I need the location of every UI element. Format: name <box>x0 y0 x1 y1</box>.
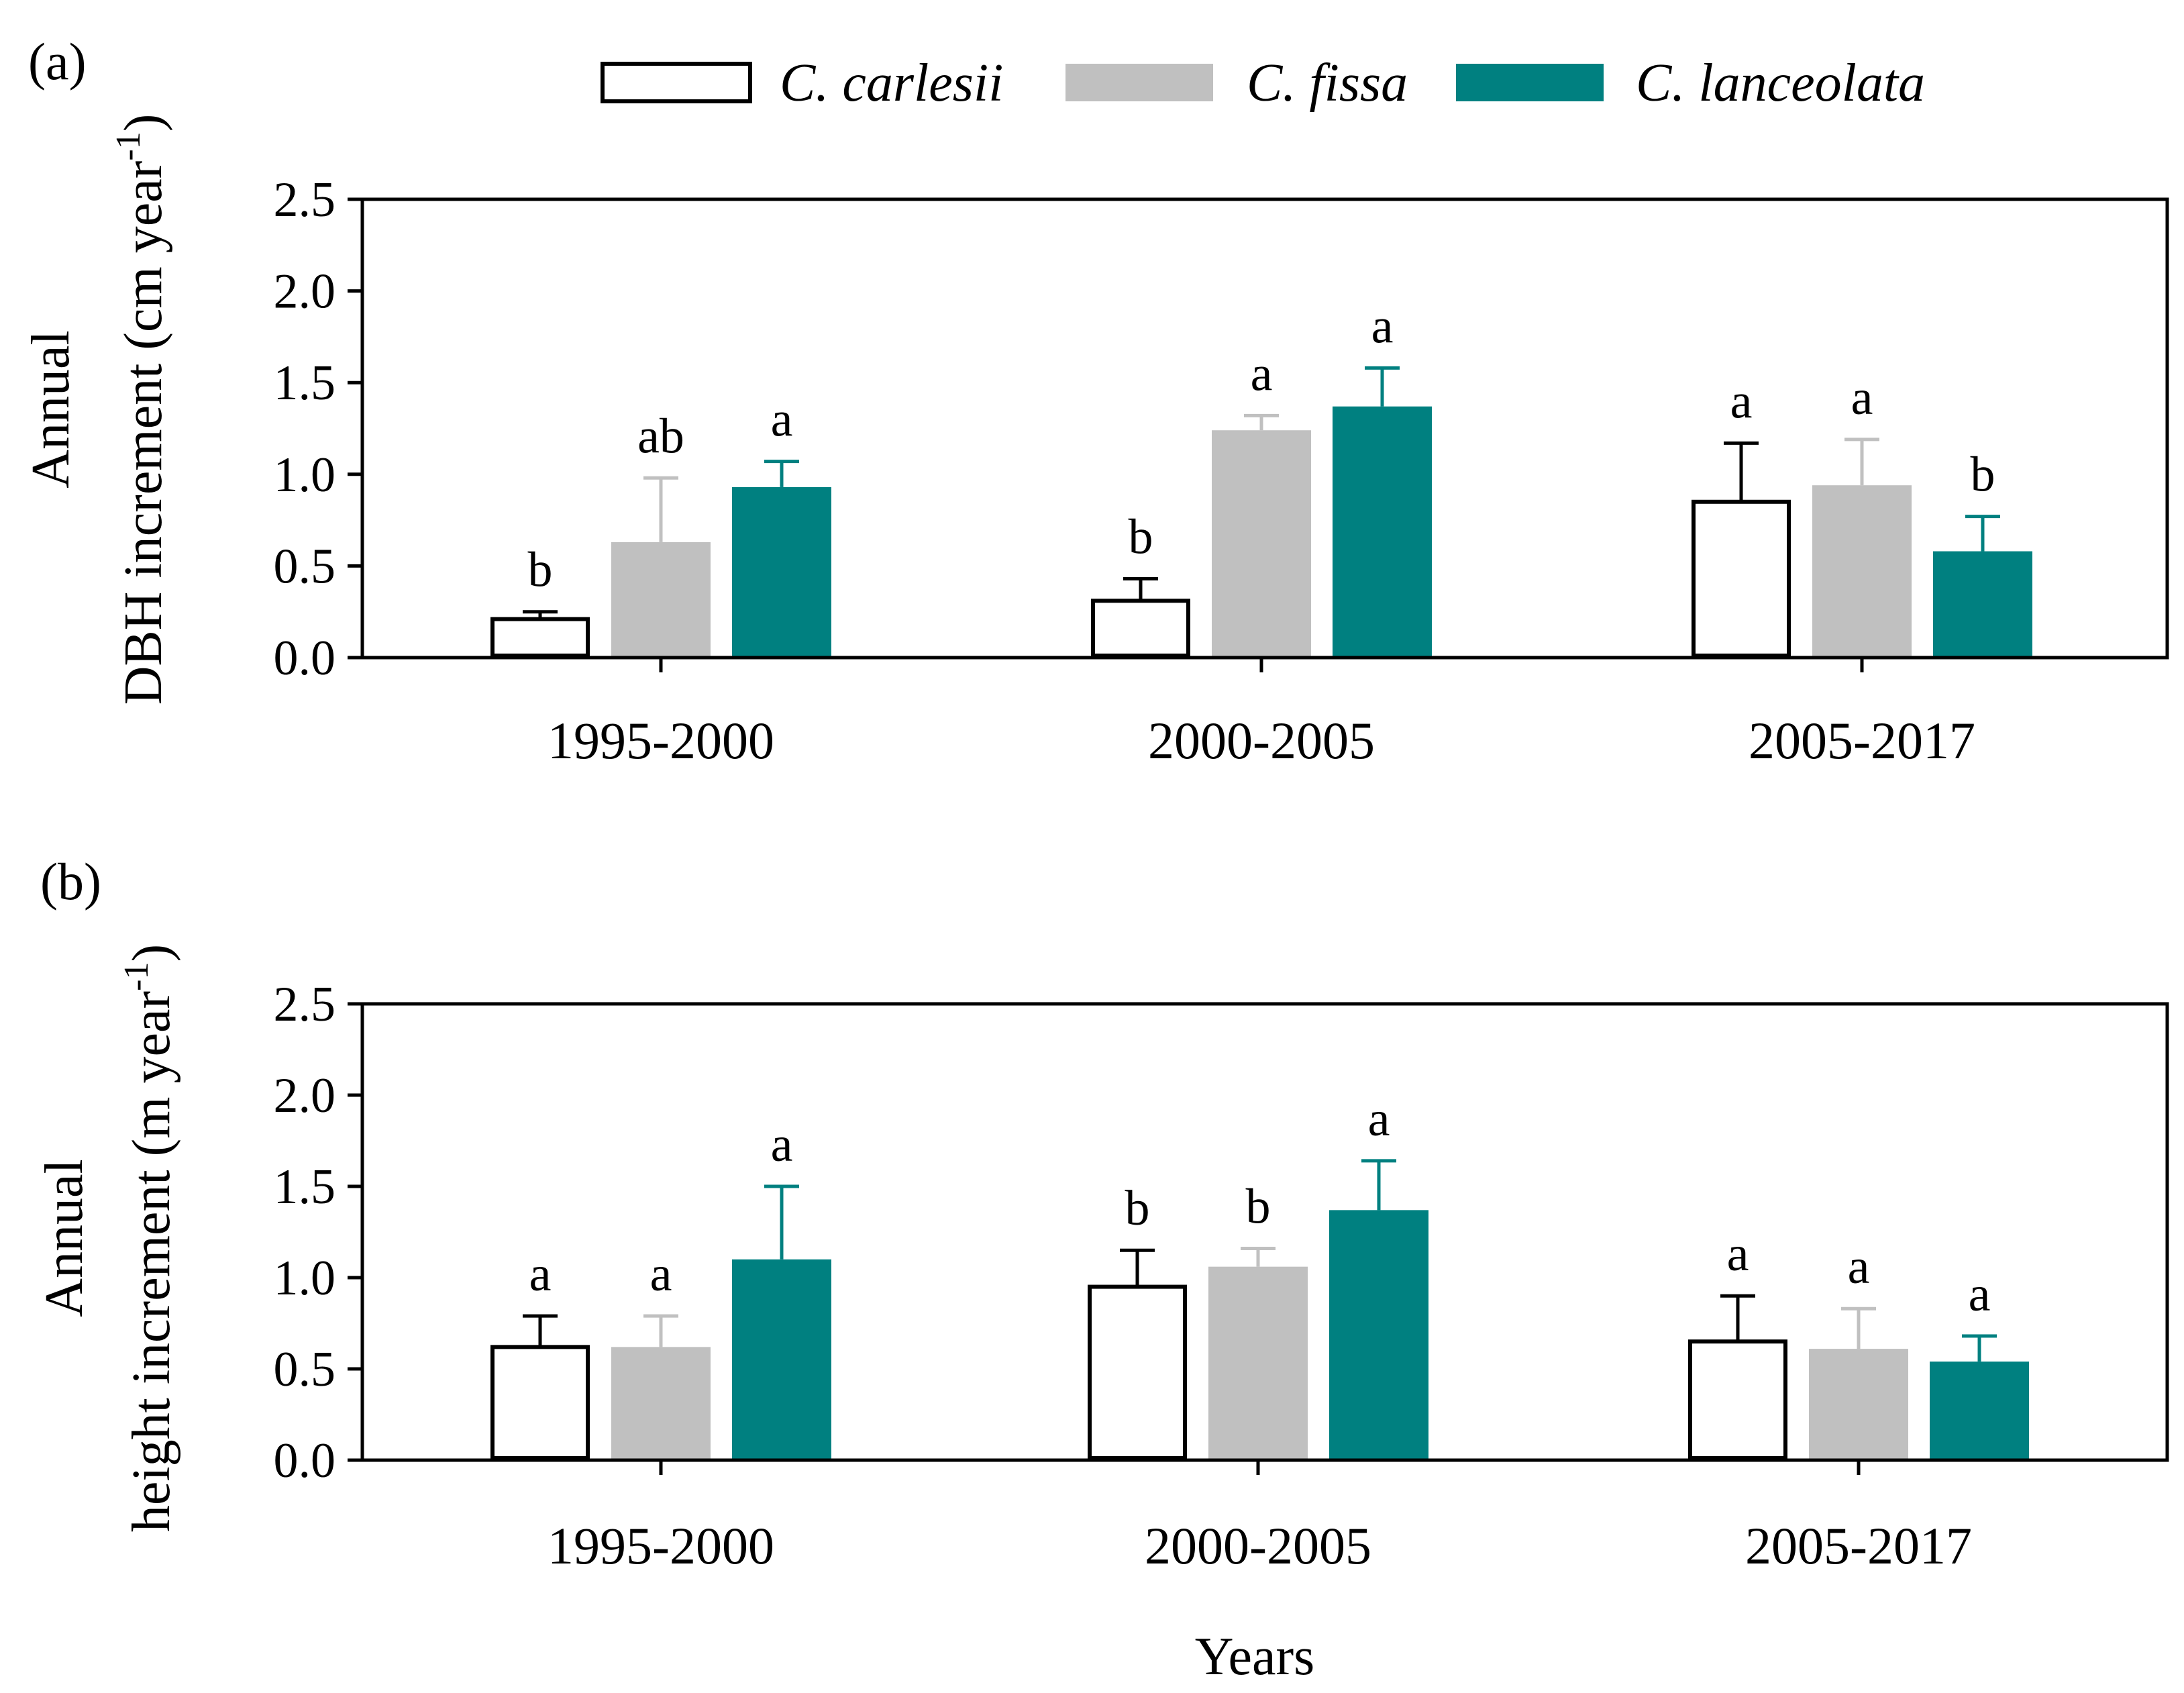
panel-b-y-axis-title-line1: Annual <box>35 1159 94 1317</box>
panel-b-sig-letter-c-lanceolata: a <box>1969 1267 1991 1322</box>
panel-b-x-labels: 1995-2000 2000-2005 2005-2017 <box>548 1460 1972 1575</box>
panel-a-sig-letter-c-fissa: ab <box>637 409 684 464</box>
panel-a-bar-c-carlesii <box>1692 499 1791 658</box>
panel-a-sig-letter-c-lanceolata: a <box>1371 299 1394 354</box>
panel-b-y-ticks: 0.0 0.5 1.0 1.5 2.0 2.5 <box>274 977 362 1488</box>
panel-a-y-tick-label: 2.0 <box>274 264 336 319</box>
panel-a-sig-letter-c-carlesii: a <box>1730 374 1753 429</box>
panel-a-bar-c-lanceolata <box>1333 406 1432 658</box>
panel-b-sig-letter-c-carlesii: a <box>529 1247 552 1302</box>
panel-b-y-tick-label: 2.0 <box>274 1068 336 1123</box>
panel-a-y-tick-label: 2.5 <box>274 172 336 227</box>
legend: C. carlesii C. fissa C. lanceolata <box>601 54 1925 113</box>
panel-a-x-tick-label: 1995-2000 <box>548 711 774 770</box>
panel-a-y-axis-title-2: DBH increment (cm year-1) <box>109 114 173 705</box>
panel-b-plot-frame <box>360 1002 2169 1462</box>
legend-swatch-c-fissa <box>1065 64 1213 101</box>
panel-b-bar-c-lanceolata <box>732 1259 831 1460</box>
panel-b-sig-letter-c-fissa: a <box>650 1247 672 1302</box>
panel-a-sig-letter-c-fissa: a <box>1851 370 1873 425</box>
panel-b-x-tick-label: 2005-2017 <box>1745 1517 1972 1575</box>
panel-a: (a) Annual DBH increment (cm year-1) 0.0… <box>21 32 2169 770</box>
panel-b-bar-c-fissa <box>1208 1266 1308 1460</box>
panel-b-sig-letter-c-fissa: b <box>1246 1179 1271 1234</box>
panel-b-sig-letter-c-lanceolata: a <box>1368 1092 1390 1147</box>
panel-a-y-tick-label: 1.0 <box>274 448 336 503</box>
panel-a-y-tick-label: 0.0 <box>274 631 336 686</box>
panel-b-sig-letter-c-fissa: a <box>1848 1239 1870 1294</box>
panel-a-bar-c-fissa <box>1212 430 1311 658</box>
panel-a-bar-c-lanceolata <box>1933 551 2032 658</box>
panel-b-y-axis-title: Annual <box>35 1159 94 1317</box>
legend-swatch-c-lanceolata <box>1456 64 1604 101</box>
panel-b: (b) Annual height increment (m year-1) 0… <box>35 852 2169 1686</box>
legend-label-c-lanceolata: C. lanceolata <box>1636 54 1925 113</box>
panel-b-bar-c-lanceolata <box>1930 1362 2029 1460</box>
panel-b-y-tick-label: 0.0 <box>274 1433 336 1488</box>
panel-a-bar-c-carlesii <box>1091 599 1190 658</box>
panel-b-y-tick-label: 0.5 <box>274 1342 336 1397</box>
panel-b-label: (b) <box>40 852 101 911</box>
panel-b-x-tick-label: 1995-2000 <box>548 1517 774 1575</box>
panel-a-plot-frame <box>360 197 2169 660</box>
panel-b-x-axis-title: Years <box>1195 1627 1315 1686</box>
panel-b-y-tick-label: 1.0 <box>274 1251 336 1306</box>
panel-a-y-tick-label: 1.5 <box>274 356 336 411</box>
panel-b-sig-letter-c-carlesii: a <box>1727 1227 1749 1282</box>
panel-a-sig-letter-c-carlesii: b <box>1129 510 1153 565</box>
panel-a-sig-letter-c-fissa: a <box>1251 346 1273 401</box>
panel-a-bar-c-fissa <box>1812 485 1912 658</box>
panel-a-sig-letter-c-lanceolata: b <box>1971 448 1995 503</box>
panel-a-y-axis-title-line2: DBH increment (cm year-1) <box>109 114 173 705</box>
panel-b-bar-c-carlesii <box>1088 1284 1187 1460</box>
panel-a-label: (a) <box>28 32 87 91</box>
panel-b-x-tick-label: 2000-2005 <box>1145 1517 1371 1575</box>
panel-a-y-ticks: 0.0 0.5 1.0 1.5 2.0 2.5 <box>274 172 362 686</box>
panel-b-bars: a b a a b a a a a <box>490 1092 2029 1460</box>
legend-label-c-fissa: C. fissa <box>1247 54 1408 113</box>
panel-b-bar-c-lanceolata <box>1329 1210 1428 1460</box>
panel-a-sig-letter-c-carlesii: b <box>528 543 553 598</box>
legend-swatch-c-carlesii <box>601 62 752 103</box>
panel-a-y-axis-title: Annual <box>21 330 81 489</box>
panel-a-x-labels: 1995-2000 2000-2005 2005-2017 <box>548 658 1975 770</box>
panel-a-bar-c-lanceolata <box>732 486 831 658</box>
panel-b-y-axis-title-line2: height increment (m year-1) <box>117 944 181 1532</box>
panel-a-x-tick-label: 2000-2005 <box>1148 711 1375 770</box>
panel-b-bar-c-carlesii <box>490 1345 590 1460</box>
panel-a-sig-letter-c-lanceolata: a <box>771 393 793 448</box>
panel-a-x-tick-label: 2005-2017 <box>1749 711 1975 770</box>
panel-a-y-tick-label: 0.5 <box>274 539 336 594</box>
panel-b-bar-c-fissa <box>611 1347 711 1460</box>
panel-b-sig-letter-c-lanceolata: a <box>771 1117 793 1172</box>
panel-b-bar-c-fissa <box>1809 1349 1908 1460</box>
panel-b-y-tick-label: 1.5 <box>274 1160 336 1215</box>
legend-label-c-carlesii: C. carlesii <box>780 54 1003 113</box>
panel-b-y-tick-label: 2.5 <box>274 977 336 1032</box>
panel-a-bar-c-fissa <box>611 542 711 658</box>
panel-b-y-axis-title-2: height increment (m year-1) <box>117 944 181 1532</box>
panel-b-bar-c-carlesii <box>1688 1339 1787 1460</box>
panel-a-y-axis-title-line1: Annual <box>21 330 81 489</box>
panel-b-sig-letter-c-carlesii: b <box>1125 1181 1150 1236</box>
panel-a-bar-c-carlesii <box>490 617 590 658</box>
